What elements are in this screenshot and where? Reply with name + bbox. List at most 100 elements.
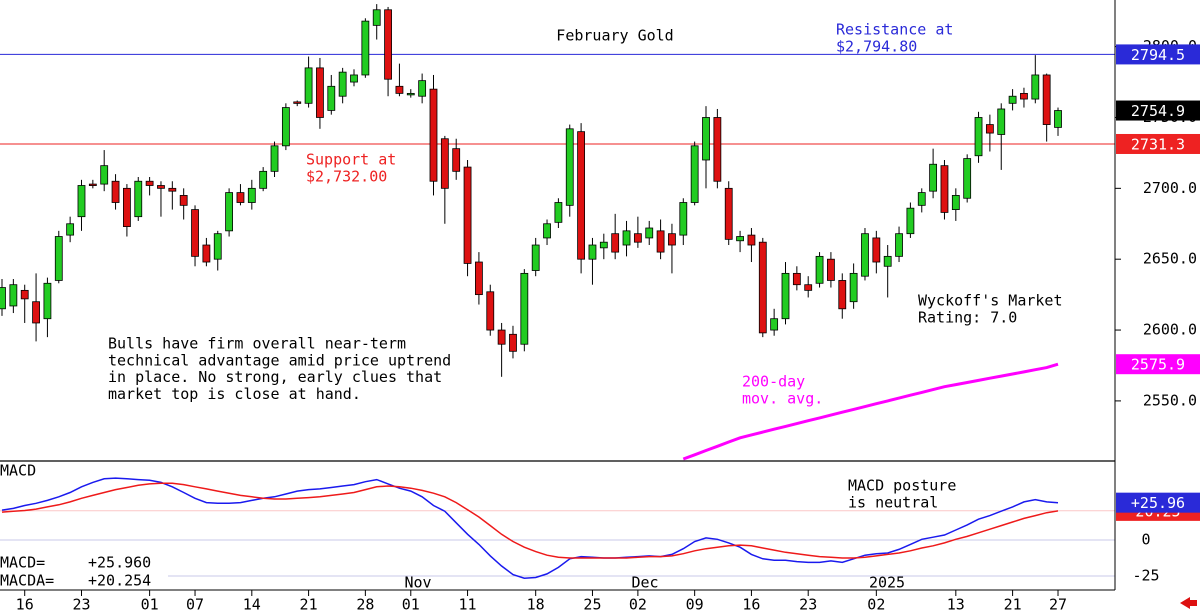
candle-body (293, 101, 302, 104)
candle-body (872, 237, 881, 263)
candle-body (758, 241, 767, 334)
readout-box (0, 552, 168, 590)
readout-value: +25.960 (88, 554, 151, 572)
candle-body (1054, 110, 1062, 128)
candle-body (100, 165, 109, 185)
candle-body (951, 195, 960, 210)
x-tick-label: 25 (583, 596, 601, 614)
candle-body (906, 207, 915, 235)
candle-body (327, 85, 336, 111)
candle-body (111, 180, 120, 203)
readout-name: MACDA= (0, 572, 54, 590)
y-tick-label: 2550.0 (1143, 391, 1197, 409)
annotation: mov. avg. (742, 389, 823, 407)
annotation: in place. No strong, early clues that (108, 368, 442, 386)
annotation: Resistance at (836, 21, 953, 39)
x-tick-label: 16 (16, 596, 34, 614)
candle-body (157, 185, 165, 189)
macd-line (1, 477, 1059, 579)
candle-body (997, 108, 1006, 135)
value-tag-label: +25.96 (1131, 494, 1185, 512)
candle-body (0, 287, 6, 310)
x-tick-label: 01 (402, 596, 420, 614)
candle-body (395, 85, 404, 94)
candle-body (270, 145, 279, 172)
candle-body (316, 67, 324, 118)
candle-body (849, 272, 858, 303)
moving-average-line (682, 362, 1059, 461)
candle-body (1020, 92, 1028, 100)
candle-body (668, 233, 676, 246)
y-tick-label: 0 (1141, 531, 1150, 549)
candle-body (702, 117, 710, 161)
annotation: Bulls have firm overall near-term (108, 335, 406, 353)
candle-body (66, 223, 75, 236)
y-tick-label: 2650.0 (1143, 250, 1197, 268)
value-tag-label: 2794.5 (1131, 46, 1185, 64)
candle-body (963, 158, 972, 199)
month-label: Nov (404, 574, 431, 592)
candle-body (747, 234, 756, 246)
candle-body (645, 227, 654, 239)
candle-body (145, 180, 154, 186)
candle-body (781, 272, 790, 320)
candle-body (463, 166, 472, 264)
month-label: Dec (631, 574, 658, 592)
value-tag-label: 2575.9 (1131, 356, 1185, 374)
x-tick-label: 07 (186, 596, 204, 614)
overlay: 2800.02750.02700.02650.02600.02550.02794… (0, 21, 1200, 614)
candle-body (917, 192, 926, 206)
annotation: 200-day (742, 373, 805, 391)
candle-body (804, 284, 813, 291)
candle-body (418, 80, 427, 97)
candle-body (543, 223, 551, 239)
scroll-arrow[interactable] (1180, 597, 1197, 609)
x-tick-label: 13 (947, 596, 965, 614)
x-tick-label: 27 (1049, 596, 1067, 614)
candle-body (123, 187, 131, 227)
candle-body (713, 117, 722, 182)
candle-body (247, 187, 256, 203)
candle-body (827, 258, 835, 281)
y-tick-label: 2600.0 (1143, 321, 1197, 339)
x-tick-label: 16 (742, 596, 760, 614)
value-tag-label: 2731.3 (1131, 135, 1185, 153)
candle-body (429, 88, 438, 182)
candle-body (372, 9, 381, 26)
candle-body (770, 318, 779, 331)
value-tag (1116, 133, 1200, 154)
chart-title: February Gold (556, 27, 673, 45)
candle-body (202, 244, 211, 263)
candle-body (509, 333, 517, 352)
x-tick-label: 02 (629, 596, 647, 614)
candle-body (554, 202, 563, 223)
candle-body (792, 272, 801, 286)
candle-body (259, 170, 268, 189)
x-tick-label: 23 (799, 596, 817, 614)
candle-body (690, 145, 699, 203)
candle-body (1031, 74, 1040, 100)
x-tick-label: 14 (243, 596, 261, 614)
y-tick-label: 2700.0 (1143, 179, 1197, 197)
candle-body (54, 236, 63, 281)
candle-body (633, 233, 642, 243)
candle-body (724, 187, 733, 240)
x-tick-label: 21 (1004, 596, 1022, 614)
value-tag (1116, 354, 1200, 375)
macd-line (1, 482, 1059, 559)
candle-body (440, 138, 449, 189)
candle-body (134, 180, 143, 218)
annotation: technical advantage amid price uptrend (108, 351, 451, 369)
candle-body (1008, 95, 1017, 104)
x-tick-label: 21 (300, 596, 318, 614)
candle-body (43, 282, 52, 320)
annotation: is neutral (848, 493, 938, 511)
x-tick-label: 28 (356, 596, 374, 614)
candle-body (679, 202, 688, 236)
candle-body (9, 284, 18, 307)
candle-body (815, 255, 824, 284)
x-tick-label: 23 (72, 596, 90, 614)
candle-body (361, 20, 370, 76)
candle-body (20, 289, 29, 300)
